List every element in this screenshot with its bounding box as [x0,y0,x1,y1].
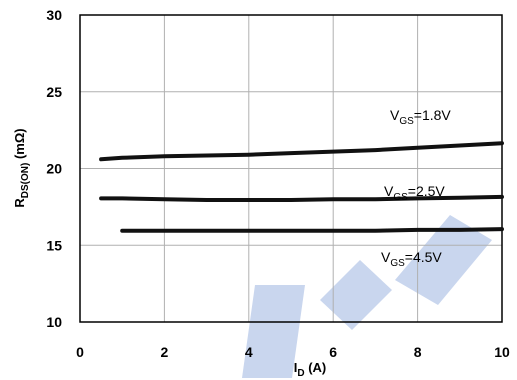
series-label-vgs-1-8v-main: V [390,107,400,123]
y-tick-label-25: 25 [46,84,62,100]
series-label-vgs-4-5v: VGS=4.5V [381,249,442,269]
y-tick-label-10: 10 [46,314,62,330]
x-tick-label-6: 6 [329,344,337,360]
x-axis-label-sub: D [297,368,304,379]
series-label-vgs-4-5v-main: V [381,249,391,265]
x-axis-label-main: I [294,360,298,375]
x-axis-label: ID (A) [294,360,327,379]
watermark-logo [242,215,492,378]
x-tick-labels: 0 2 4 6 8 10 [76,344,510,360]
series-line-2 [120,227,504,233]
series-label-vgs-4-5v-sub: GS [390,258,405,269]
x-tick-label-0: 0 [76,344,84,360]
y-tick-label-15: 15 [46,237,62,253]
x-tick-label-8: 8 [414,344,422,360]
y-axis-label-main: R [12,198,27,208]
series-label-vgs-4-5v-rest: =4.5V [405,249,443,265]
series-line-1 [99,194,504,202]
y-axis-label-sub: DS(ON) [20,163,31,199]
series-label-vgs-2-5v-sub: GS [393,192,408,203]
series-label-vgs-2-5v-rest: =2.5V [408,183,446,199]
watermark-shape-1 [242,285,305,378]
series-lines [99,141,504,233]
series-label-vgs-1-8v: VGS=1.8V [390,107,451,127]
y-axis-label: RDS(ON) (mΩ) [12,128,31,207]
x-tick-label-2: 2 [161,344,169,360]
x-tick-label-4: 4 [245,344,253,360]
series-label-vgs-1-8v-rest: =1.8V [414,107,452,123]
series-label-vgs-1-8v-sub: GS [399,116,414,127]
x-axis-label-rest: (A) [305,360,327,375]
plot-frame [79,14,503,323]
watermark-shape-2 [320,260,392,330]
y-tick-labels: 10 15 20 25 30 [46,7,62,330]
series-line-0 [99,141,504,162]
watermark-shape-3 [395,215,492,305]
y-tick-label-30: 30 [46,7,62,23]
y-tick-label-20: 20 [46,161,62,177]
y-axis-label-rest: (mΩ) [12,128,27,162]
x-tick-label-10: 10 [494,344,510,360]
series-label-vgs-2-5v: VGS=2.5V [384,183,445,203]
series-label-vgs-2-5v-main: V [384,183,394,199]
